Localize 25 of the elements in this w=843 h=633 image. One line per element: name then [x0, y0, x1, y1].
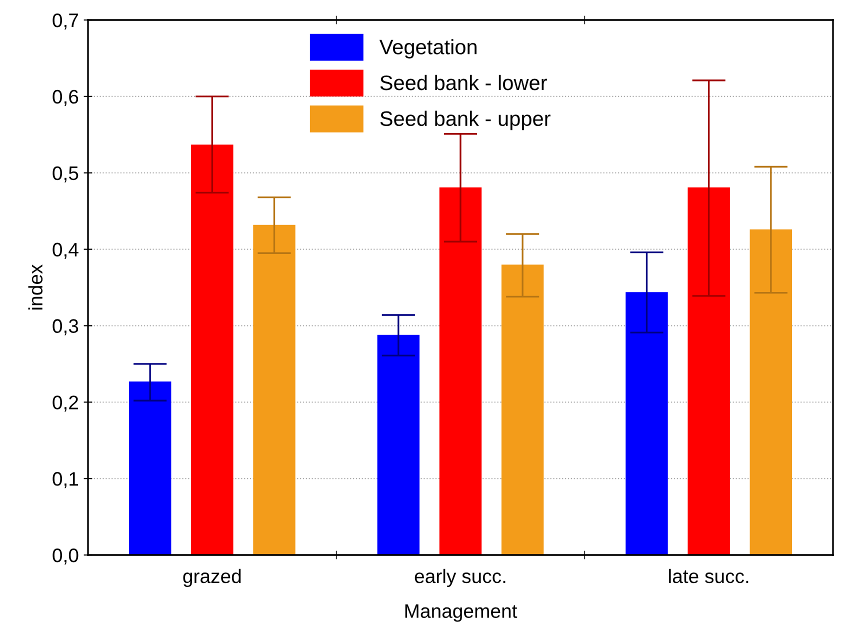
bar: [750, 229, 792, 555]
bar: [377, 334, 420, 555]
legend-label: Seed bank - upper: [380, 110, 550, 130]
x-axis-title: Management: [405, 604, 518, 622]
y-tick-label: 0,5: [52, 166, 78, 182]
bar: [128, 382, 172, 555]
bar: [253, 224, 296, 555]
y-tick-label: 0,1: [52, 472, 78, 488]
y-axis-title: index: [28, 264, 43, 310]
y-tick-label: 0,0: [52, 548, 78, 565]
y-tick-label: 0,7: [52, 13, 78, 30]
bar: [501, 264, 544, 555]
y-tick-label: 0,6: [52, 90, 78, 106]
x-tick-label: early succ.: [414, 568, 506, 588]
bar: [626, 292, 668, 555]
x-tick-label: late succ.: [669, 568, 748, 584]
y-tick-label: 0,4: [52, 242, 78, 259]
legend-label: Vegetation: [379, 39, 476, 58]
legend-label: Seed bank - lower: [380, 74, 547, 90]
bar: [688, 187, 730, 555]
y-tick-label: 0,3: [52, 319, 78, 336]
bar: [191, 144, 234, 555]
x-tick-label: grazed: [183, 568, 241, 588]
y-tick-label: 0,2: [52, 396, 78, 412]
bar: [439, 187, 482, 555]
